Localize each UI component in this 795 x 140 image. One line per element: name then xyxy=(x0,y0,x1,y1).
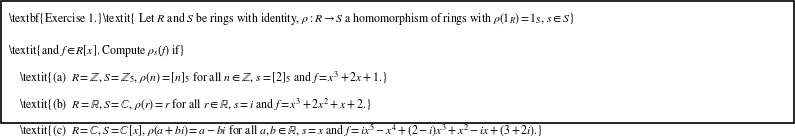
Text: \textit{(c)  $R = \mathbb{C}, S = \mathbb{C}[x]$, $\rho(a + bi) = a - bi$ for al: \textit{(c) $R = \mathbb{C}, S = \mathbb… xyxy=(19,122,543,138)
Text: \textbf{Exercise 1.}\textit{ Let $R$ and $S$ be rings with identity, $\rho: R \r: \textbf{Exercise 1.}\textit{ Let $R$ and… xyxy=(8,10,575,27)
Text: \textit{and $f \in R[x]$. Compute $\rho_s(f)$ if}: \textit{and $f \in R[x]$. Compute $\rho_… xyxy=(8,42,185,59)
Text: \textit{(a)  $R = \mathbb{Z}, S = \mathbb{Z}_5$, $\rho(n) = [n]_5$ for all $n \i: \textit{(a) $R = \mathbb{Z}, S = \mathbb… xyxy=(19,70,387,85)
Text: \textit{(b)  $R = \mathbb{R}, S = \mathbb{C}$, $\rho(r) = r$ for all $r \in \mat: \textit{(b) $R = \mathbb{R}, S = \mathbb… xyxy=(19,96,371,112)
